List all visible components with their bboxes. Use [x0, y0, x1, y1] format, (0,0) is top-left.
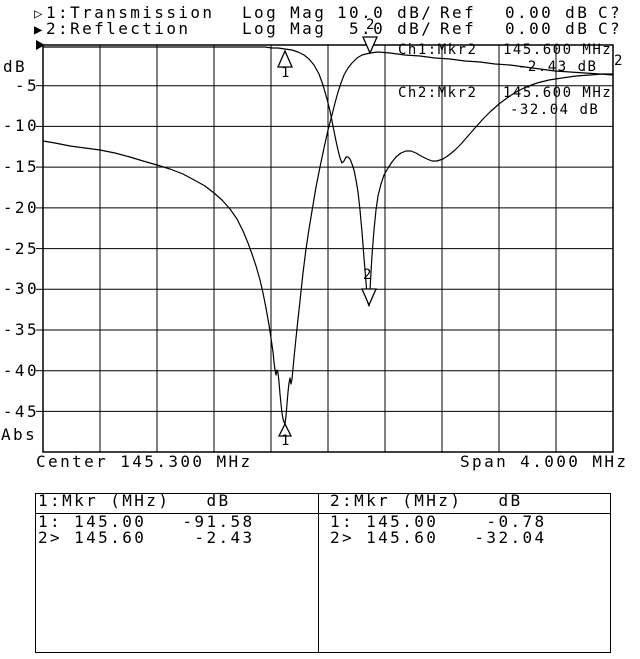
marker-table-ch1-header: 1:Mkr (MHz) dB [38, 491, 231, 510]
y-tick-label: -35 [2, 320, 39, 339]
ch2-ref-label: Ref [440, 19, 477, 38]
marker2-transmission-label: 2 [366, 17, 376, 33]
reference-level-arrow-icon [36, 40, 45, 50]
span-label: Span 4.000 MHz [460, 452, 629, 471]
trace-end-channel-label: 2 [614, 53, 624, 69]
ch2-title: 2:Reflection [46, 19, 191, 38]
ch2-indicator-icon: ▶ [34, 22, 45, 38]
y-tick-label: -25 [2, 239, 39, 258]
marker-table [35, 493, 611, 653]
ch1-ref-value: 0.00 dB [505, 3, 590, 22]
ch2-marker-readout-freq: 145.600 MHz [503, 85, 613, 101]
y-axis-abs-label: Abs [1, 425, 38, 444]
transmission-trace [42, 51, 614, 425]
ch1-ref-label: Ref [440, 3, 477, 22]
marker1-transmission-label: 1 [281, 433, 291, 449]
y-tick-label: -40 [2, 361, 39, 380]
marker1-transmission-triangle-icon [277, 422, 293, 437]
ch1-marker-readout-title: Ch1:Mkr2 [398, 42, 478, 58]
marker-table-ch1-row1: 1: 145.00 -91.58 [38, 512, 255, 531]
y-tick-label: -15 [2, 157, 39, 176]
marker-table-ch2-row1: 1: 145.00 -0.78 [330, 512, 547, 531]
y-tick-label: -30 [2, 279, 39, 298]
marker1-reflection-triangle-icon [277, 49, 293, 68]
y-tick-label: -45 [2, 402, 39, 421]
marker-table-header-rule [35, 513, 611, 514]
graticule [36, 44, 614, 453]
marker-table-ch2-header: 2:Mkr (MHz) dB [330, 491, 523, 510]
ch1-indicator-icon: ▷ [34, 6, 45, 22]
y-axis-unit-label: dB [3, 57, 28, 76]
marker2-transmission-triangle-icon [362, 36, 378, 55]
y-tick-label: -20 [2, 198, 39, 217]
ch2-marker-readout-title: Ch2:Mkr2 [398, 85, 478, 101]
ch1-cal-status: C? [598, 3, 623, 22]
marker1-reflection-label: 1 [281, 65, 291, 81]
y-tick-label: -10 [2, 116, 39, 135]
ch1-title: 1:Transmission [46, 3, 215, 22]
ch2-cal-status: C? [598, 19, 623, 38]
marker2-reflection-label: 2 [363, 267, 373, 283]
marker-table-ch1-row2: 2> 145.60 -2.43 [38, 528, 255, 547]
ch2-format: Log Mag [242, 19, 327, 38]
marker2-reflection-triangle-icon [361, 288, 377, 307]
ch2-marker-readout-value: -32.04 dB [510, 102, 600, 118]
y-tick-label: -5 [14, 76, 39, 95]
ch1-scale: 10.0 dB/ [337, 3, 434, 22]
ch2-ref-value: 0.00 dB [505, 19, 590, 38]
ch1-format: Log Mag [242, 3, 327, 22]
marker-table-divider [318, 493, 319, 653]
ch1-marker-readout-freq: 145.600 MHz [503, 42, 613, 58]
ch1-marker-readout-value: -2.43 dB [518, 59, 598, 75]
ch2-scale: 5.0 dB/ [349, 19, 434, 38]
center-frequency-label: Center 145.300 MHz [36, 452, 253, 471]
marker-table-ch2-row2: 2> 145.60 -32.04 [330, 528, 547, 547]
